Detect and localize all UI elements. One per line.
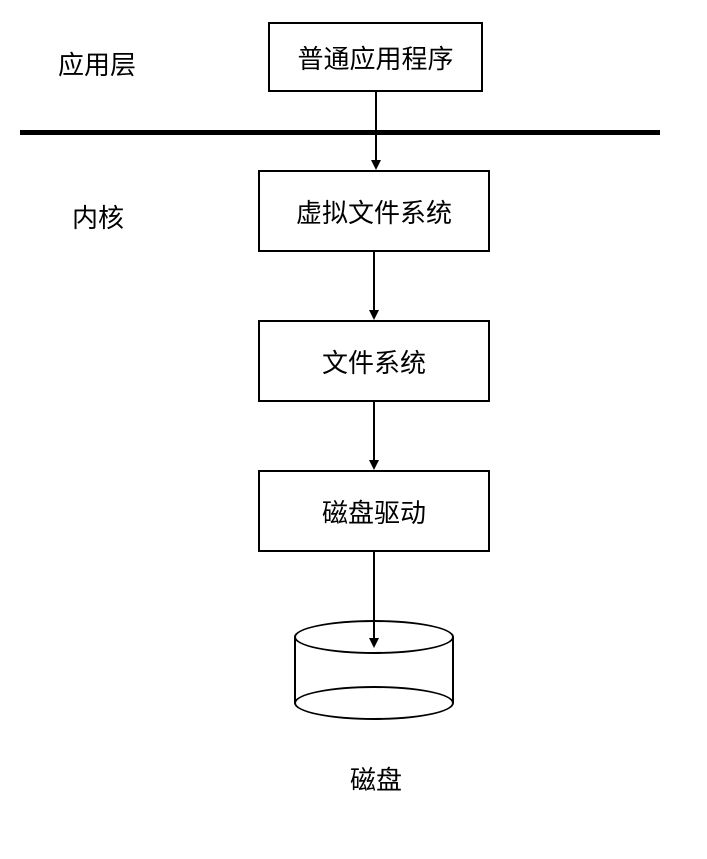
layer-label-app: 应用层 [58, 45, 136, 82]
disk-caption: 磁盘 [350, 760, 402, 797]
node-vfs: 虚拟文件系统 [258, 170, 490, 252]
layer-divider [20, 130, 660, 135]
node-drv: 磁盘驱动 [258, 470, 490, 552]
arrows-layer [0, 0, 707, 859]
node-disk [294, 620, 454, 720]
node-fs-text: 文件系统 [322, 343, 426, 380]
node-vfs-text: 虚拟文件系统 [296, 193, 452, 230]
node-drv-text: 磁盘驱动 [322, 493, 426, 530]
node-app: 普通应用程序 [268, 22, 483, 92]
diagram-canvas: 应用层 普通应用程序 内核 虚拟文件系统 文件系统 磁盘驱动 磁盘 [0, 0, 707, 859]
node-app-text: 普通应用程序 [297, 39, 453, 76]
layer-label-kernel: 内核 [72, 198, 124, 235]
node-fs: 文件系统 [258, 320, 490, 402]
